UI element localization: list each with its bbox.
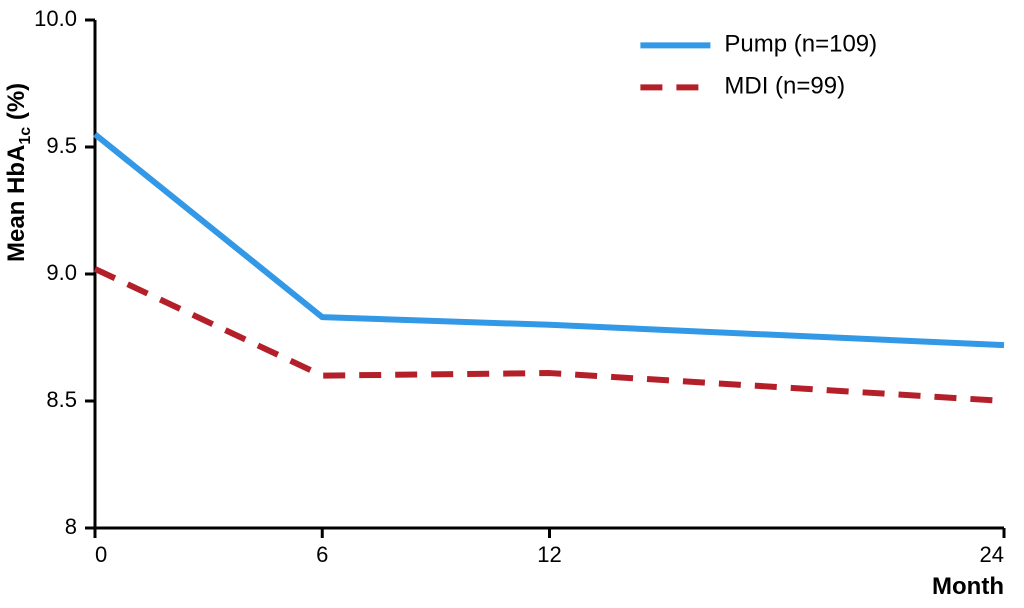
y-tick-label: 10.0	[34, 6, 77, 31]
line-chart: 8 8.5 9.0 9.5 10.0 0 6 12 24 Mean HbA1c (%) Month P…	[0, 0, 1024, 608]
y-tick-label: 8.5	[46, 387, 77, 412]
legend-label-0: Pump (n=109)	[724, 31, 877, 58]
x-tick-label: 0	[95, 542, 107, 567]
y-axis-label: Mean HbA1c (%)	[3, 83, 34, 262]
x-tick-label: 12	[537, 542, 561, 567]
y-tick-label: 8	[65, 514, 77, 539]
y-tick-label: 9.5	[46, 133, 77, 158]
y-tick-label: 9.0	[46, 260, 77, 285]
chart-container: 8 8.5 9.0 9.5 10.0 0 6 12 24 Mean HbA1c (%) Month P…	[0, 0, 1024, 608]
legend-label-1: MDI (n=99)	[724, 73, 845, 100]
x-axis-label: Month	[932, 573, 1004, 600]
x-tick-label: 6	[316, 542, 328, 567]
x-tick-label: 24	[980, 542, 1004, 567]
chart-background	[0, 0, 1024, 608]
